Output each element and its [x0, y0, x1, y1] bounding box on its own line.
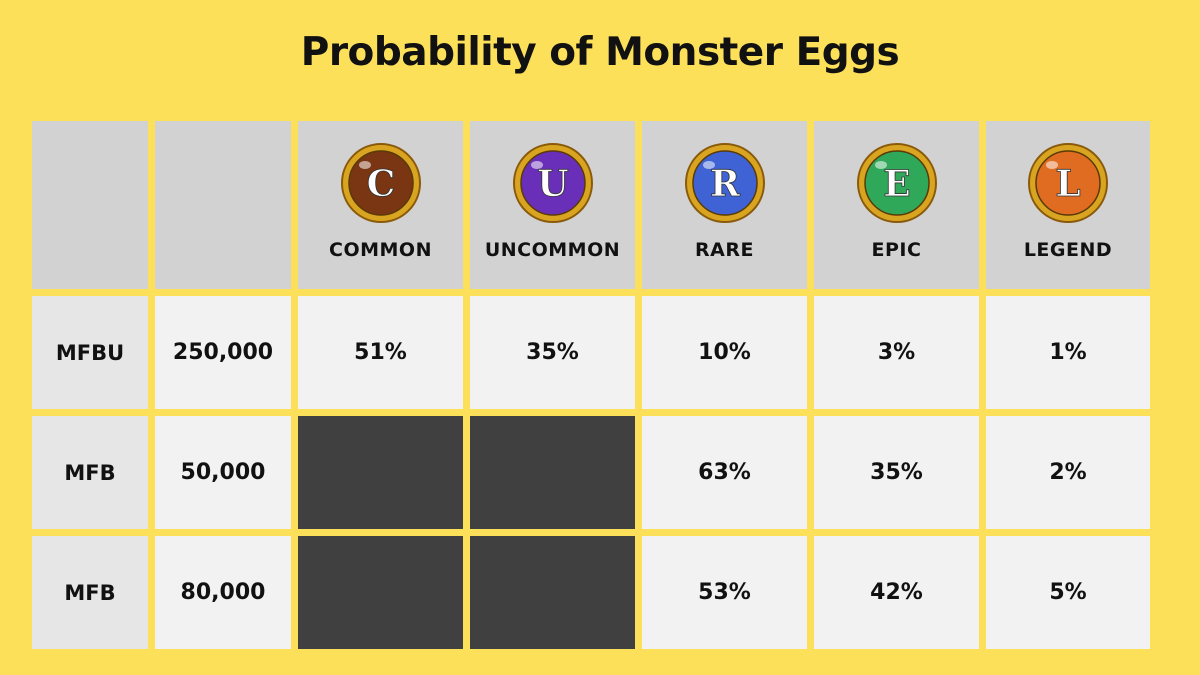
egg-rare-icon: R — [684, 143, 765, 223]
column-label: UNCOMMON — [484, 239, 621, 261]
egg-letter: U — [537, 163, 568, 205]
header-empty-cell — [32, 121, 148, 289]
probability-cell: 35% — [814, 416, 979, 529]
unavailable-cell — [298, 416, 463, 529]
column-label: COMMON — [329, 239, 432, 261]
probability-cell: 53% — [642, 536, 807, 649]
header-cell-uncommon: U UNCOMMON — [470, 121, 635, 289]
probability-table: C COMMON U UNCOMMON R RARE E EPIC L LEGEND MFBU 250… — [32, 121, 1150, 649]
egg-legend-icon: L — [1028, 143, 1108, 223]
probability-cell: 2% — [986, 416, 1150, 529]
row-label: MFBU — [32, 296, 148, 409]
probability-cell: 5% — [986, 536, 1150, 649]
column-label: RARE — [695, 239, 754, 261]
unavailable-cell — [470, 536, 635, 649]
header-empty-cell — [155, 121, 291, 289]
unavailable-cell — [298, 536, 463, 649]
egg-uncommon-icon: U — [512, 143, 593, 223]
probability-cell: 63% — [642, 416, 807, 529]
column-label: LEGEND — [1023, 239, 1113, 261]
row-amount: 50,000 — [155, 416, 291, 529]
chart-title: Probability of Monster Eggs — [300, 30, 900, 75]
column-label: EPIC — [871, 239, 922, 261]
header-cell-legend: L LEGEND — [986, 121, 1150, 289]
probability-cell: 51% — [298, 296, 463, 409]
egg-letter: C — [366, 163, 395, 205]
egg-letter: E — [883, 163, 910, 205]
row-amount: 250,000 — [155, 296, 291, 409]
egg-epic-icon: E — [856, 143, 937, 223]
header-cell-epic: E EPIC — [814, 121, 979, 289]
egg-letter: R — [710, 163, 741, 205]
row-label: MFB — [32, 416, 148, 529]
probability-cell: 10% — [642, 296, 807, 409]
probability-cell: 1% — [986, 296, 1150, 409]
probability-cell: 3% — [814, 296, 979, 409]
row-amount: 80,000 — [155, 536, 291, 649]
row-label: MFB — [32, 536, 148, 649]
probability-cell: 42% — [814, 536, 979, 649]
egg-letter: L — [1055, 163, 1080, 205]
header-cell-rare: R RARE — [642, 121, 807, 289]
unavailable-cell — [470, 416, 635, 529]
probability-cell: 35% — [470, 296, 635, 409]
egg-common-icon: C — [340, 143, 421, 223]
header-cell-common: C COMMON — [298, 121, 463, 289]
